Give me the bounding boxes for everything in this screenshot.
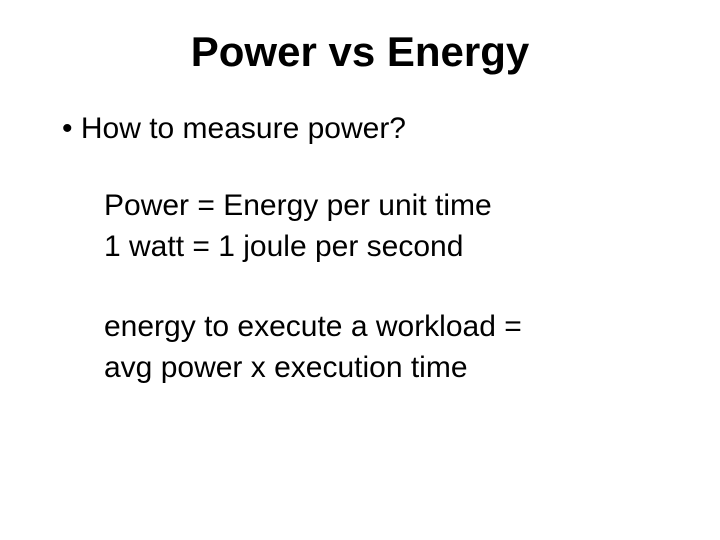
slide-container: Power vs Energy How to measure power? Po… (0, 0, 720, 540)
formula-block: energy to execute a workload = avg power… (104, 307, 672, 388)
formula-line-1: energy to execute a workload = (104, 307, 672, 348)
slide-title: Power vs Energy (48, 28, 672, 76)
definition-line-1: Power = Energy per unit time (104, 186, 672, 227)
definition-block: Power = Energy per unit time 1 watt = 1 … (104, 186, 672, 267)
bullet-item: How to measure power? (62, 112, 672, 146)
definition-line-2: 1 watt = 1 joule per second (104, 227, 672, 268)
formula-line-2: avg power x execution time (104, 348, 672, 389)
